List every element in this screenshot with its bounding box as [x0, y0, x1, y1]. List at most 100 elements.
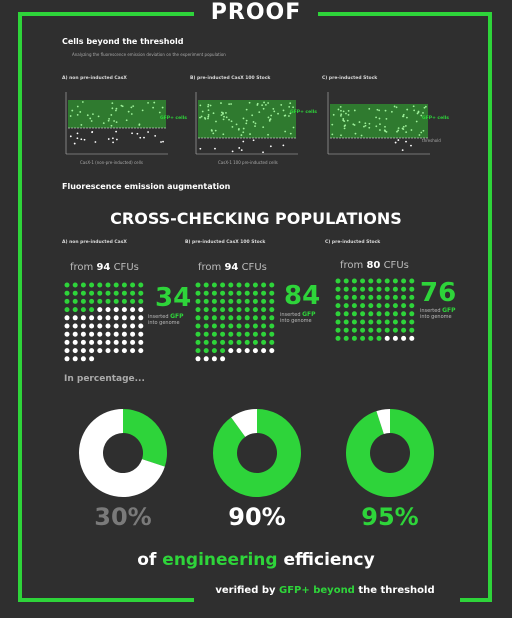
- scatter-point: [212, 132, 215, 135]
- cell-dot: [121, 339, 127, 345]
- gfp-cell-dot: [138, 282, 144, 288]
- cell-dot: [130, 348, 136, 354]
- gfp-cell-dot: [376, 335, 382, 341]
- gfp-cell-dot: [409, 303, 415, 309]
- group-a-from-prefix: from: [70, 262, 94, 273]
- gfp-cell-dot: [121, 282, 127, 288]
- cell-dot: [138, 339, 144, 345]
- scatter-point: [81, 101, 84, 103]
- gfp-cell-dot: [269, 339, 275, 345]
- gfp-cell-dot: [89, 290, 95, 296]
- section1-subtitle: Analyzing the fluorescence emission devi…: [72, 52, 226, 57]
- group-c-cfu: 80: [366, 260, 381, 271]
- cell-dot: [121, 315, 127, 321]
- gfp-cell-dot: [203, 307, 209, 313]
- gfp-cell-dot: [368, 303, 374, 309]
- scatter-a-side-label: GFP+ cells: [160, 116, 187, 121]
- gfp-cell-dot: [236, 282, 242, 288]
- gfp-cell-dot: [130, 298, 136, 304]
- cell-dot: [211, 356, 217, 362]
- group-a-inserted: 34: [155, 283, 192, 313]
- scatter-point: [268, 119, 271, 121]
- gfp-cell-dot: [343, 327, 349, 333]
- gfp-cell-dot: [244, 339, 250, 345]
- gfp-cell-dot: [105, 282, 111, 288]
- scatter-point: [111, 107, 114, 110]
- scatter-point: [394, 141, 397, 144]
- gfp-cell-dot: [203, 331, 209, 337]
- scatter-point: [207, 115, 210, 118]
- gfp-cell-dot: [401, 286, 407, 292]
- scatter-point: [86, 114, 89, 117]
- dot-grid-b: [195, 282, 275, 362]
- dot-grid-c: [335, 278, 415, 341]
- scatter-point: [69, 135, 72, 138]
- gfp-cell-dot: [236, 331, 242, 337]
- gfp-positive-band: [68, 100, 166, 128]
- donut-slice-other: [79, 409, 165, 497]
- gfp-cell-dot: [130, 282, 136, 288]
- gfp-cell-dot: [138, 298, 144, 304]
- scatter-c-label: C) pre-inducted Stock: [322, 76, 378, 81]
- scatter-point: [242, 117, 245, 120]
- group-a-from: from 94 CFUs: [70, 262, 139, 273]
- scatter-point: [231, 126, 234, 128]
- scatter-point: [107, 119, 110, 122]
- scatter-point: [90, 120, 93, 122]
- group-a-ins2: GFP: [170, 313, 184, 320]
- scatter-point: [420, 114, 423, 117]
- scatter-point: [240, 149, 243, 152]
- gfp-cell-dot: [351, 319, 357, 325]
- gfp-cell-dot: [211, 339, 217, 345]
- gfp-cell-dot: [195, 348, 201, 354]
- frame-bottom: [18, 598, 194, 602]
- scatter-point: [396, 130, 398, 133]
- scatter-point: [332, 113, 335, 116]
- scatter-point: [220, 102, 222, 104]
- gfp-cell-dot: [384, 303, 390, 309]
- gfp-cell-dot: [211, 298, 217, 304]
- gfp-cell-dot: [236, 290, 242, 296]
- cell-dot: [252, 348, 258, 354]
- donut-slice-other: [376, 409, 390, 434]
- group-c-cfu-unit: CFUs: [383, 260, 409, 271]
- scatter-point: [231, 150, 234, 153]
- scatter-point: [199, 147, 202, 150]
- cell-dot: [121, 307, 127, 313]
- scatter-point: [402, 115, 404, 118]
- group-b-from: from 94 CFUs: [198, 262, 267, 273]
- cell-dot: [80, 339, 86, 345]
- gfp-cell-dot: [220, 339, 226, 345]
- footer-verified-by: verified by: [215, 585, 276, 596]
- scatter-point: [262, 151, 264, 154]
- gfp-cell-dot: [244, 298, 250, 304]
- cell-dot: [64, 348, 70, 354]
- gfp-cell-dot: [409, 286, 415, 292]
- scatter-point: [375, 116, 378, 119]
- cell-dot: [228, 348, 234, 354]
- scatter-point: [262, 107, 265, 110]
- cell-dot: [105, 348, 111, 354]
- gfp-cell-dot: [360, 286, 366, 292]
- scatter-point: [375, 125, 378, 128]
- cell-dot: [113, 307, 119, 313]
- scatter-point: [343, 120, 346, 123]
- scatter-point: [410, 129, 413, 131]
- scatter-point: [347, 113, 350, 116]
- scatter-point: [397, 139, 400, 141]
- scatter-b-note: CasX-1 100 pre-inducted cells: [218, 160, 278, 165]
- cell-dot: [113, 331, 119, 337]
- scatter-point: [152, 106, 155, 109]
- scatter-point: [402, 125, 405, 128]
- gfp-cell-dot: [351, 278, 357, 284]
- gfp-cell-dot: [220, 323, 226, 329]
- gfp-cell-dot: [195, 323, 201, 329]
- gfp-cell-dot: [97, 290, 103, 296]
- scatter-point: [337, 108, 340, 111]
- group-b-ins2: GFP: [302, 311, 316, 318]
- scatter-point: [252, 139, 255, 142]
- gfp-cell-dot: [195, 331, 201, 337]
- scatter-point: [256, 102, 259, 105]
- gfp-cell-dot: [211, 282, 217, 288]
- gfp-cell-dot: [211, 323, 217, 329]
